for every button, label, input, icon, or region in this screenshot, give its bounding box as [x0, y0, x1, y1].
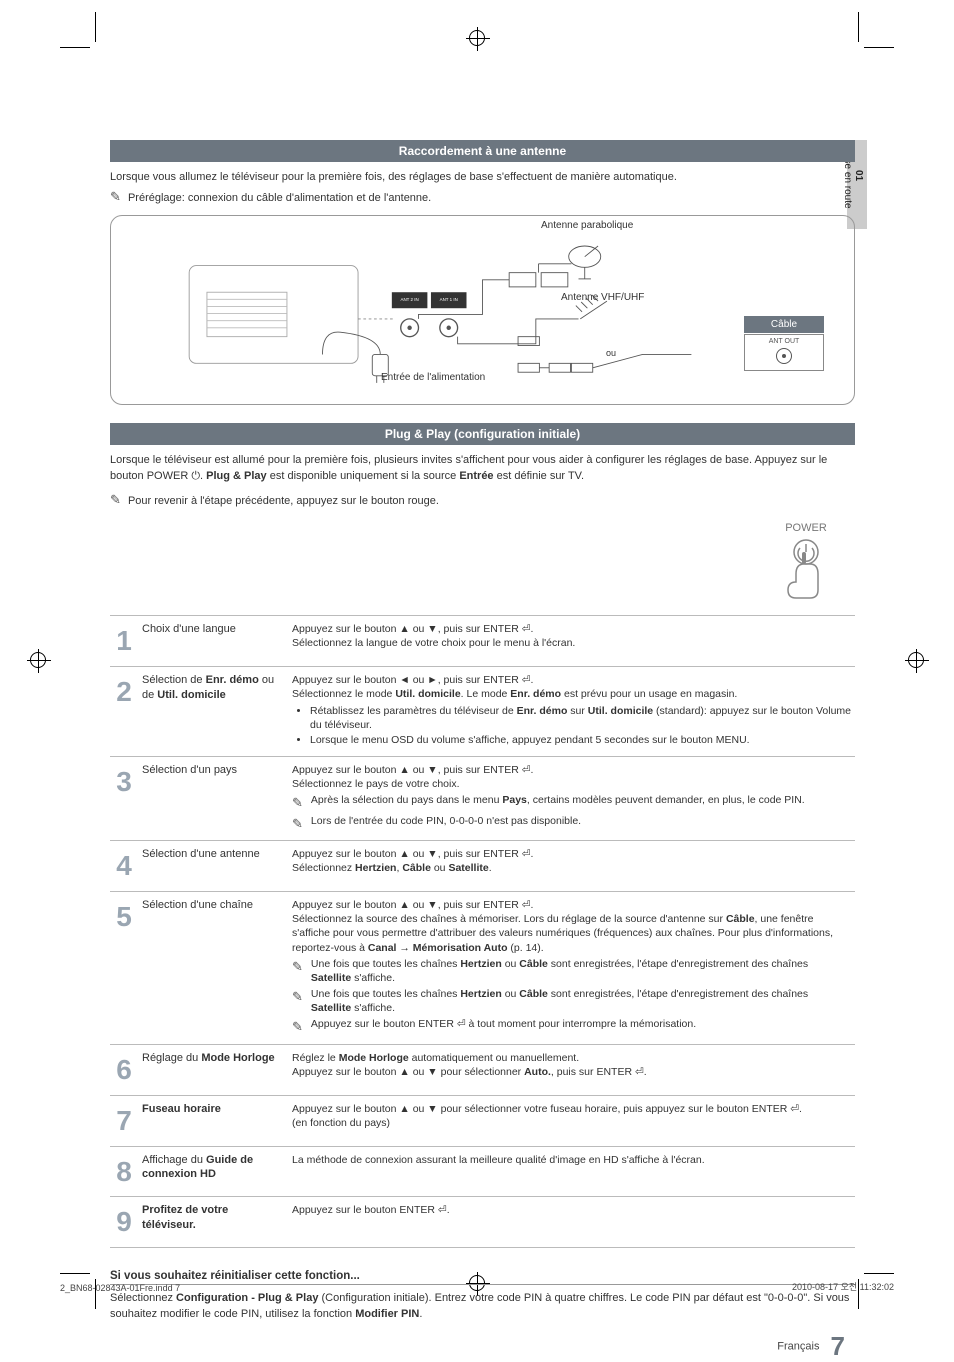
- step-row: 5Sélection d'une chaîneAppuyez sur le bo…: [110, 892, 855, 1045]
- preset-note: ✎ Préréglage: connexion du câble d'alime…: [110, 189, 855, 205]
- section-title-antenna: Raccordement à une antenne: [110, 140, 855, 162]
- step-number: 6: [110, 1044, 138, 1095]
- reset-body: Sélectionnez Configuration - Plug & Play…: [110, 1291, 855, 1322]
- ant-out-label: ANT OUT: [745, 338, 823, 345]
- label-parabolic: Antenne parabolique: [541, 220, 633, 231]
- text: est disponible uniquement si la source: [267, 470, 460, 482]
- step-body: Appuyez sur le bouton ▲ ou ▼, puis sur E…: [288, 892, 855, 1045]
- step-row: 7Fuseau horaireAppuyez sur le bouton ▲ o…: [110, 1095, 855, 1146]
- step-label: Choix d'une langue: [138, 616, 288, 667]
- step-row: 4Sélection d'une antenneAppuyez sur le b…: [110, 841, 855, 892]
- svg-text:ANT 2 IN: ANT 2 IN: [401, 298, 419, 303]
- section-title-plugplay: Plug & Play (configuration initiale): [110, 423, 855, 445]
- back-note-text: Pour revenir à l'étape précédente, appuy…: [128, 495, 439, 507]
- step-body: Appuyez sur le bouton ▲ ou ▼ pour sélect…: [288, 1095, 855, 1146]
- step-body: Réglez le Mode Horloge automatiquement o…: [288, 1044, 855, 1095]
- note-icon: ✎: [110, 189, 121, 204]
- coax-icon: [776, 348, 792, 364]
- crop-mark: [95, 12, 96, 42]
- step-row: 6Réglage du Mode HorlogeRéglez le Mode H…: [110, 1044, 855, 1095]
- step-label: Sélection d'une antenne: [138, 841, 288, 892]
- page-footer: Français 7: [777, 1331, 845, 1362]
- step-body: Appuyez sur le bouton ENTER ⏎.: [288, 1197, 855, 1248]
- registration-mark: [30, 652, 46, 668]
- step-number: 3: [110, 756, 138, 840]
- step-number: 9: [110, 1197, 138, 1248]
- label-vhf: Antenne VHF/UHF: [561, 292, 644, 303]
- svg-text:ANT 1 IN: ANT 1 IN: [440, 298, 458, 303]
- step-number: 2: [110, 666, 138, 756]
- plugplay-intro: Lorsque le téléviseur est allumé pour la…: [110, 453, 855, 484]
- step-row: 8Affichage du Guide de connexion HDLa mé…: [110, 1146, 855, 1197]
- step-body: Appuyez sur le bouton ▲ ou ▼, puis sur E…: [288, 841, 855, 892]
- step-number: 1: [110, 616, 138, 667]
- step-label: Sélection d'un pays: [138, 756, 288, 840]
- step-label: Affichage du Guide de connexion HD: [138, 1146, 288, 1197]
- step-label: Réglage du Mode Horloge: [138, 1044, 288, 1095]
- steps-table: 1Choix d'une langueAppuyez sur le bouton…: [110, 615, 855, 1248]
- power-illustration: POWER: [761, 522, 851, 607]
- step-row: 2Sélection de Enr. démo ou de Util. domi…: [110, 666, 855, 756]
- step-row: 3Sélection d'un paysAppuyez sur le bouto…: [110, 756, 855, 840]
- text: Plug & Play: [206, 470, 267, 482]
- label-power: Entrée de l'alimentation: [381, 372, 485, 383]
- step-number: 5: [110, 892, 138, 1045]
- text: Entrée: [459, 470, 493, 482]
- step-body: La méthode de connexion assurant la meil…: [288, 1146, 855, 1197]
- antenna-diagram: Antenne parabolique Antenne VHF/UHF Entr…: [110, 215, 855, 405]
- cable-box: ANT OUT: [744, 334, 824, 371]
- step-number: 4: [110, 841, 138, 892]
- step-number: 8: [110, 1146, 138, 1197]
- antenna-intro: Lorsque vous allumez le téléviseur pour …: [110, 170, 855, 185]
- crop-mark: [60, 47, 90, 48]
- back-note: ✎ Pour revenir à l'étape précédente, app…: [110, 492, 855, 508]
- print-footer-left: 2_BN68-02843A-01Fre.indd 7: [60, 1283, 180, 1293]
- step-body: Appuyez sur le bouton ▲ ou ▼, puis sur E…: [288, 616, 855, 667]
- diagram-svg: ANT 2 IN ANT 1 IN: [125, 230, 840, 390]
- print-footer-right: 2010-08-17 오전 11:32:02: [792, 1280, 894, 1293]
- crop-mark: [864, 47, 894, 48]
- registration-mark: [469, 30, 485, 46]
- text: est définie sur TV.: [494, 470, 585, 482]
- step-row: 1Choix d'une langueAppuyez sur le bouton…: [110, 616, 855, 667]
- crop-mark: [60, 1273, 90, 1274]
- crop-mark: [858, 12, 859, 42]
- page-content: Raccordement à une antenne Lorsque vous …: [110, 140, 855, 1322]
- label-or: ou: [606, 348, 616, 358]
- step-label: Profitez de votre téléviseur.: [138, 1197, 288, 1248]
- footer-page-number: 7: [831, 1331, 845, 1361]
- reset-heading: Si vous souhaitez réinitialiser cette fo…: [110, 1270, 855, 1285]
- step-row: 9Profitez de votre téléviseur.Appuyez su…: [110, 1197, 855, 1248]
- step-label: Sélection d'une chaîne: [138, 892, 288, 1045]
- note-icon: ✎: [110, 492, 121, 507]
- step-number: 7: [110, 1095, 138, 1146]
- step-body: Appuyez sur le bouton ◄ ou ►, puis sur E…: [288, 666, 855, 756]
- preset-note-text: Préréglage: connexion du câble d'aliment…: [128, 192, 431, 204]
- registration-mark: [908, 652, 924, 668]
- crop-mark: [864, 1273, 894, 1274]
- power-label: POWER: [761, 522, 851, 534]
- cable-box-header: Câble: [744, 316, 824, 333]
- step-label: Sélection de Enr. démo ou de Util. domic…: [138, 666, 288, 756]
- step-body: Appuyez sur le bouton ▲ ou ▼, puis sur E…: [288, 756, 855, 840]
- step-label: Fuseau horaire: [138, 1095, 288, 1146]
- footer-language: Français: [777, 1340, 819, 1352]
